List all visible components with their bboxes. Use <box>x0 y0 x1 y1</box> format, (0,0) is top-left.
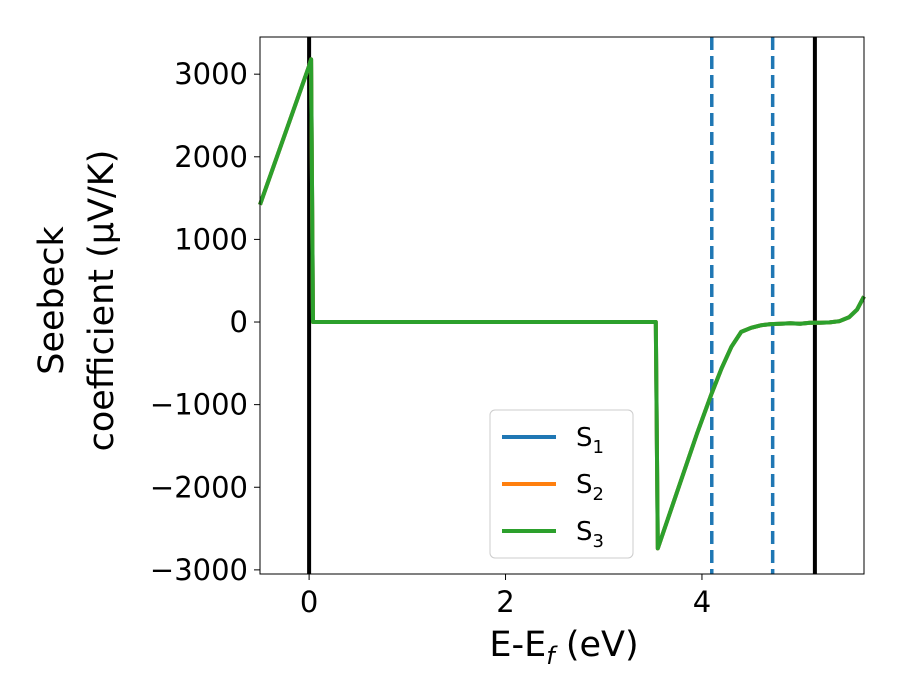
y-tick-label: 0 <box>230 305 248 339</box>
vertical-marker-lines <box>307 37 817 574</box>
legend-label-S3: S3 <box>576 517 604 552</box>
y-tick-label: −1000 <box>150 388 248 422</box>
y-axis: 3000 2000 1000 0 −1000 −2000 −3000 <box>150 57 260 587</box>
plot-frame <box>259 36 865 575</box>
legend-box <box>489 409 634 559</box>
legend-label-S1: S1 <box>576 423 604 458</box>
y-tick-label: 1000 <box>174 222 248 256</box>
x-tick-label: 0 <box>300 585 318 619</box>
y-tick-label: −3000 <box>150 553 248 587</box>
y-axis-title-line1: Seebeck <box>32 225 72 374</box>
y-tick-label: −2000 <box>150 470 248 504</box>
x-tick-label: 4 <box>693 585 711 619</box>
y-tick-label: 2000 <box>174 140 248 174</box>
y-tick-label: 3000 <box>174 57 248 91</box>
x-axis-title: E-Ef (eV) <box>489 625 638 670</box>
y-axis-title-line2: coefficient (μV/K) <box>82 150 122 452</box>
x-axis-title-unit: (eV) <box>555 625 639 665</box>
y-axis-title: Seebeck coefficient (μV/K) <box>32 150 122 452</box>
x-tick-label: 2 <box>496 585 514 619</box>
x-axis: 0 2 4 <box>300 574 711 619</box>
series-line-S3 <box>258 57 866 551</box>
legend-label-S2: S2 <box>576 470 604 505</box>
legend: S1 S2 S3 <box>489 409 634 559</box>
x-axis-title-main: E-E <box>489 625 546 665</box>
series-layer <box>258 57 866 551</box>
